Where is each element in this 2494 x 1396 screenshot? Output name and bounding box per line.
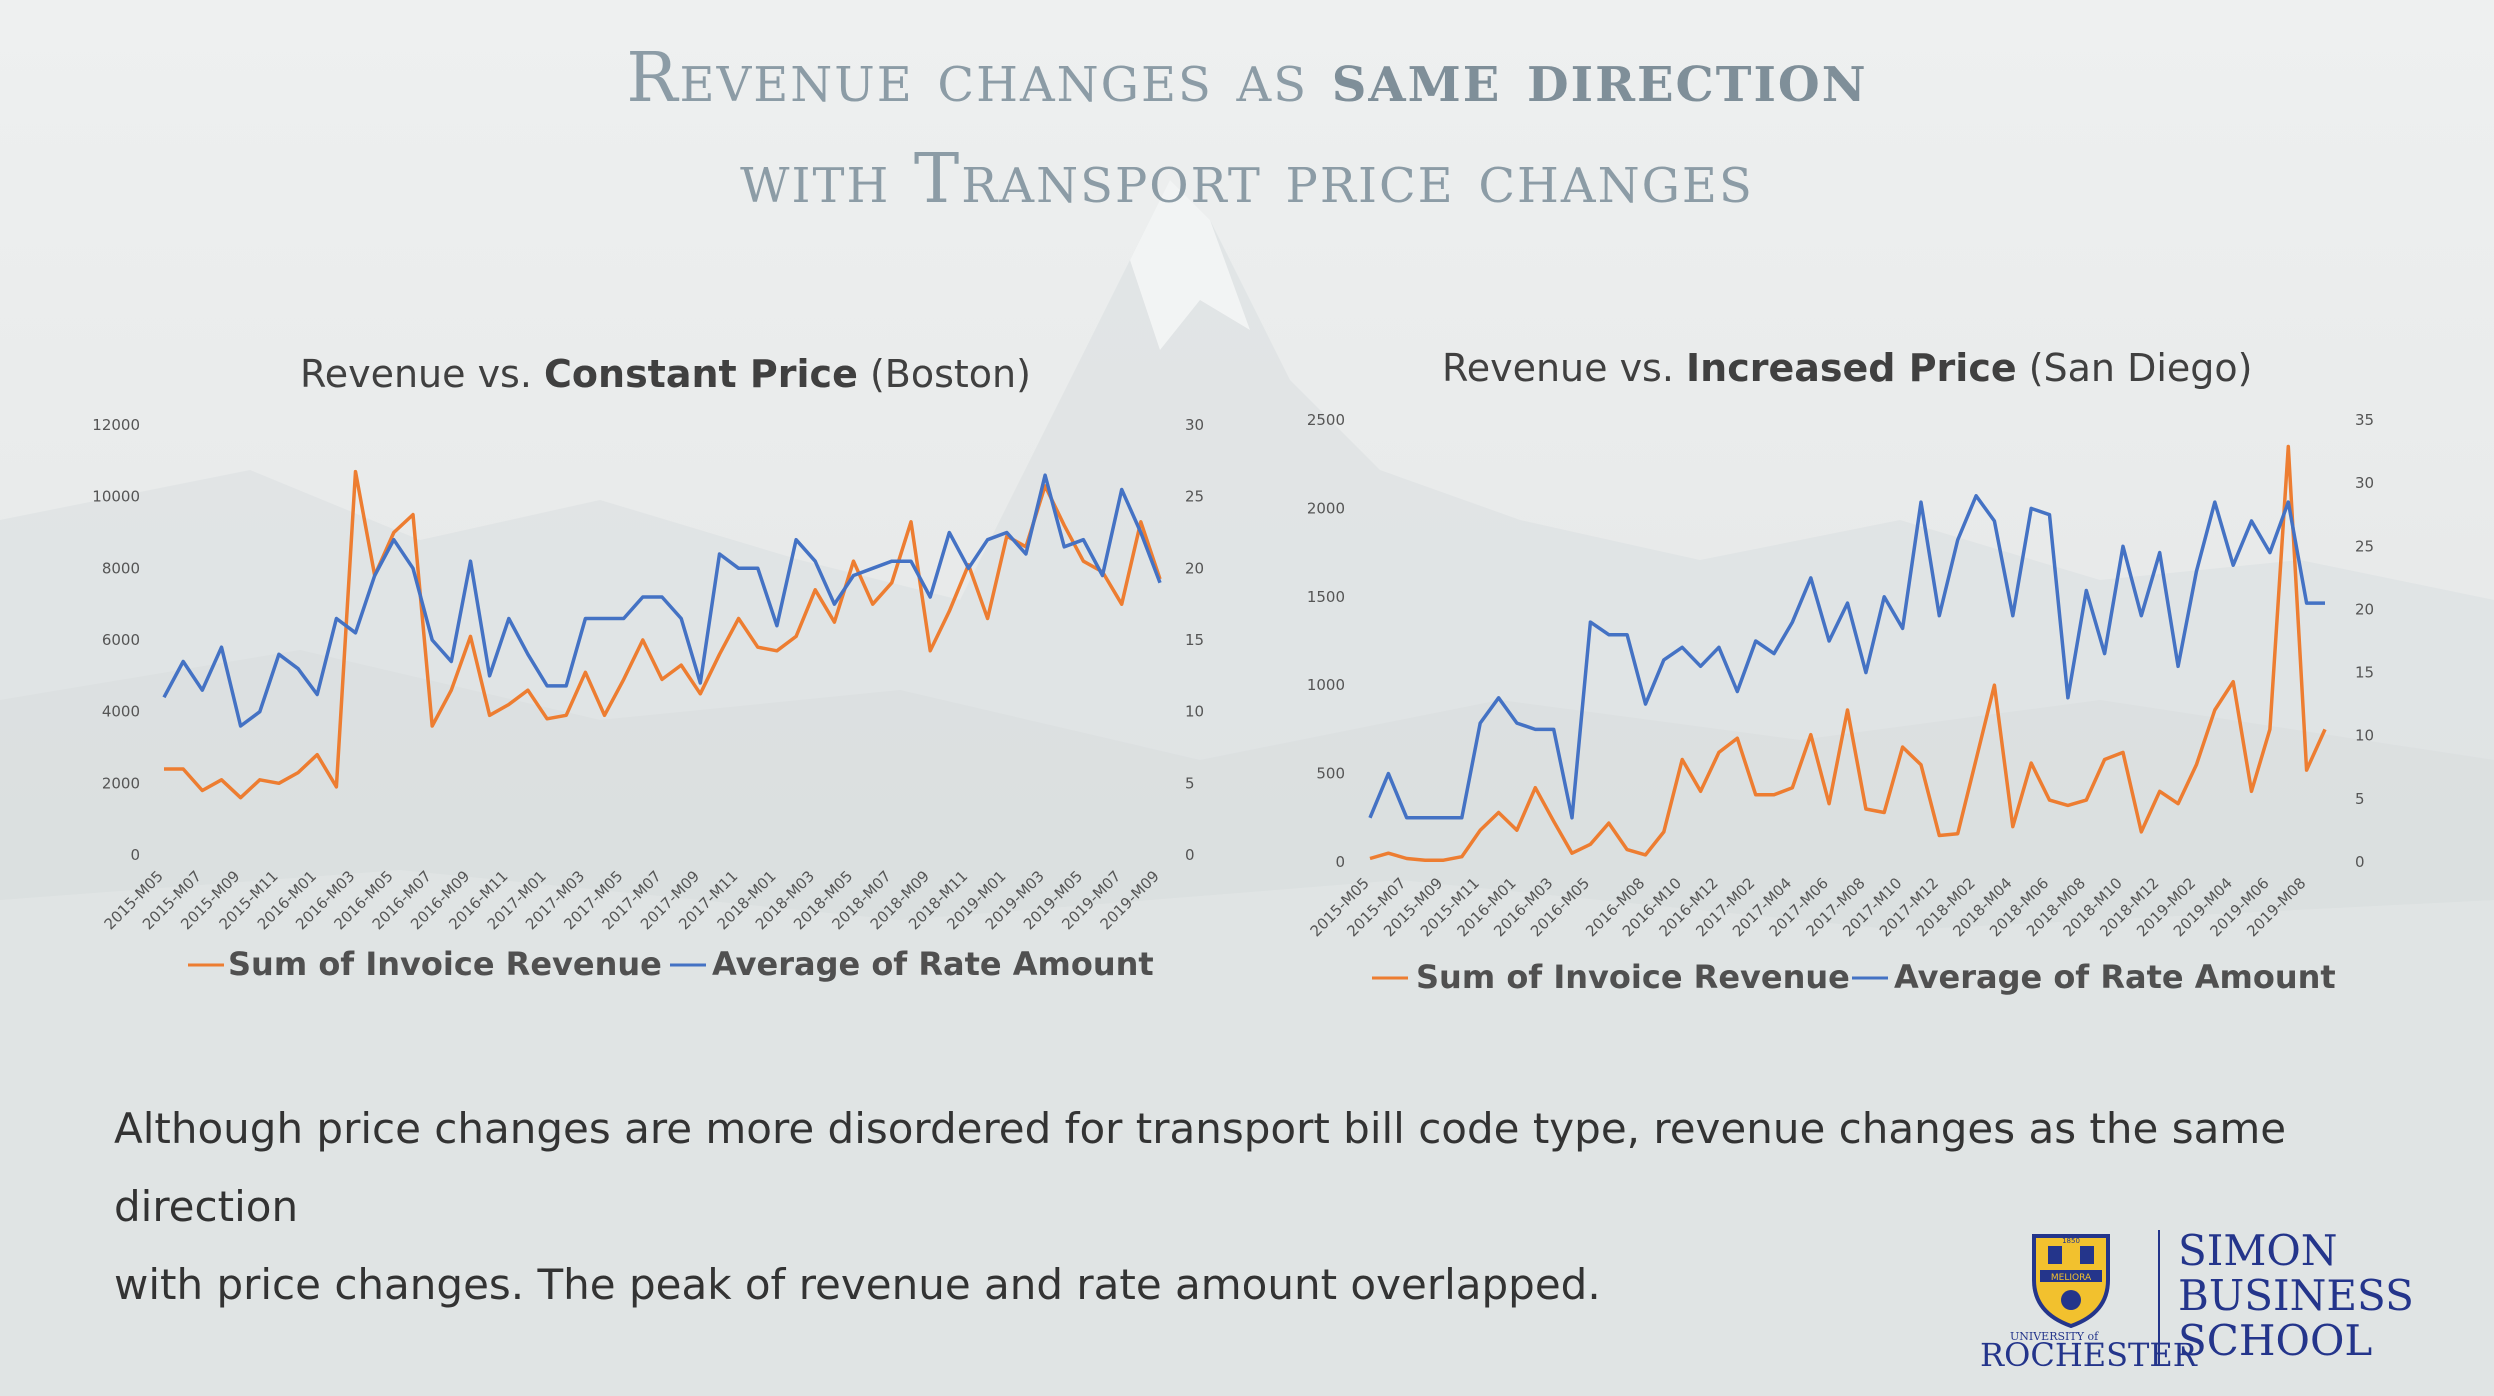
y-right-tick-label: 35 xyxy=(2355,411,2374,429)
y-right-tick-label: 20 xyxy=(2355,600,2374,618)
y-left-tick-label: 2000 xyxy=(1307,499,1345,517)
y-right-tick-label: 0 xyxy=(2355,853,2365,871)
y-right-tick-label: 10 xyxy=(2355,727,2374,745)
y-right-tick-label: 15 xyxy=(1185,631,1204,649)
caption-line-1: Although price changes are more disorder… xyxy=(114,1104,2287,1231)
y-left-tick-label: 0 xyxy=(130,846,140,864)
legend-label-rate: Average of Rate Amount xyxy=(712,945,1154,983)
shield-year: 1850 xyxy=(2062,1237,2080,1245)
y-left-tick-label: 1000 xyxy=(1307,676,1345,694)
logo-school-name: SIMON BUSINESS SCHOOL xyxy=(2178,1228,2414,1363)
legend-label-revenue: Sum of Invoice Revenue xyxy=(228,945,662,983)
y-right-tick-label: 5 xyxy=(2355,790,2365,808)
series-line-rate xyxy=(162,473,1162,728)
slide-title-line2: with Transport price changes xyxy=(740,140,1754,219)
chart-title-san-diego: Revenue vs. Increased Price (San Diego) xyxy=(1442,346,2253,390)
y-right-tick-label: 0 xyxy=(1185,846,1195,864)
y-right-tick-label: 25 xyxy=(2355,537,2374,555)
rochester-shield-icon: MELIORA 1850 xyxy=(2032,1234,2110,1328)
logo-school-line2: BUSINESS xyxy=(2178,1271,2414,1320)
chart-title-boston: Revenue vs. Constant Price (Boston) xyxy=(300,352,1031,396)
logo-rochester: ROCHESTER xyxy=(1980,1336,2197,1374)
y-left-tick-label: 1500 xyxy=(1307,588,1345,606)
series-line-revenue xyxy=(164,469,1162,800)
y-right-tick-label: 15 xyxy=(2355,664,2374,682)
logo-school-line3: SCHOOL xyxy=(2178,1316,2373,1365)
series-line-rate xyxy=(1368,494,2325,820)
slide-title-line1: Revenue changes as same direction xyxy=(626,38,1868,118)
y-left-tick-label: 4000 xyxy=(102,703,140,721)
y-right-tick-label: 20 xyxy=(1185,559,1204,577)
slide-caption: Although price changes are more disorder… xyxy=(114,1090,2414,1324)
y-left-tick-label: 2500 xyxy=(1307,411,1345,429)
legend-label-rate: Average of Rate Amount xyxy=(1894,958,2336,996)
y-left-tick-label: 0 xyxy=(1335,853,1345,871)
y-left-tick-label: 10000 xyxy=(92,488,140,506)
series-line-revenue xyxy=(1369,444,2327,862)
y-right-tick-label: 10 xyxy=(1185,703,1204,721)
y-right-tick-label: 5 xyxy=(1185,774,1195,792)
logo-divider xyxy=(2158,1230,2160,1365)
y-left-tick-label: 6000 xyxy=(102,631,140,649)
y-right-tick-label: 25 xyxy=(1185,488,1204,506)
logo-university-of: UNIVERSITY of xyxy=(2010,1330,2099,1343)
y-left-tick-label: 500 xyxy=(1316,765,1345,783)
y-left-tick-label: 8000 xyxy=(102,559,140,577)
legend-label-revenue: Sum of Invoice Revenue xyxy=(1416,958,1850,996)
y-right-tick-label: 30 xyxy=(2355,474,2374,492)
y-right-tick-label: 30 xyxy=(1185,416,1204,434)
y-left-tick-label: 2000 xyxy=(102,774,140,792)
caption-line-2: with price changes. The peak of revenue … xyxy=(114,1260,1601,1309)
shield-motto: MELIORA xyxy=(2051,1273,2092,1283)
y-left-tick-label: 12000 xyxy=(92,416,140,434)
simon-business-school-logo: MELIORA 1850 UNIVERSITY of ROCHESTER SIM… xyxy=(1980,1228,2420,1374)
logo-school-line1: SIMON xyxy=(2178,1226,2338,1275)
